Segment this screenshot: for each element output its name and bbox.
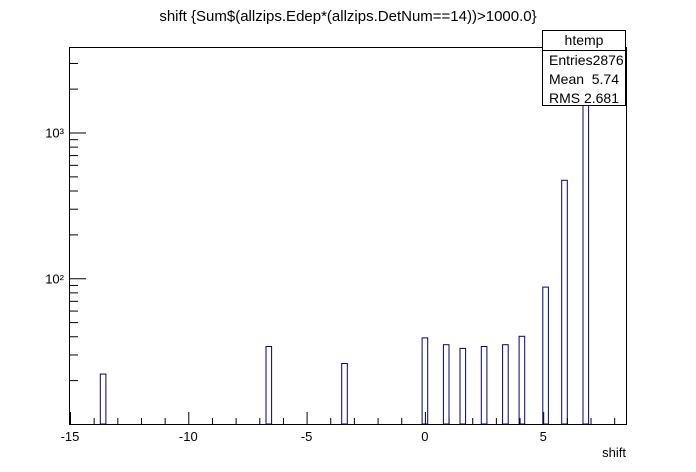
stats-row-mean: Mean 5.74: [543, 70, 625, 89]
histogram-bar: [561, 179, 568, 425]
histogram-bar: [442, 344, 450, 425]
histogram-bar: [502, 344, 509, 425]
histogram-bar: [518, 335, 526, 425]
bars-group: [99, 94, 590, 425]
x-axis-label: shift: [602, 445, 626, 460]
histogram-bar: [341, 363, 348, 425]
stats-value: 2876: [592, 52, 624, 68]
plot-frame: [69, 47, 627, 425]
stats-label: Entries: [549, 52, 593, 68]
histogram-bar: [459, 347, 467, 425]
stats-row-entries: Entries 2876: [543, 51, 625, 70]
x-tick-label: 0: [421, 429, 428, 444]
stats-title: htemp: [543, 31, 625, 51]
y-axis: 10² 10³: [45, 62, 86, 425]
histogram-bar: [480, 346, 488, 425]
chart-title: shift {Sum$(allzips.Edep*(allzips.DetNum…: [159, 8, 537, 25]
stats-box: htemp Entries 2876 Mean 5.74 RMS 2.681: [542, 30, 626, 106]
x-tick-label: 5: [540, 429, 547, 444]
histogram-bar: [542, 286, 549, 425]
histogram-bar: [99, 373, 107, 425]
stats-label: RMS: [549, 90, 581, 106]
histogram-bar: [421, 337, 429, 425]
stats-row-rms: RMS 2.681: [543, 89, 625, 108]
stats-label: Mean: [549, 71, 585, 87]
y-tick-label: 10²: [45, 271, 64, 286]
histogram-bar: [265, 346, 273, 425]
x-tick-label: -10: [179, 429, 198, 444]
x-tick-label: -15: [61, 429, 80, 444]
stats-value: 2.681: [583, 90, 619, 106]
x-axis: -15 -10 -5 0 5: [61, 412, 616, 444]
histogram-bar: [582, 94, 590, 425]
stats-value: 5.74: [591, 71, 619, 87]
y-tick-label: 10³: [45, 126, 64, 141]
x-tick-label: -5: [301, 429, 313, 444]
